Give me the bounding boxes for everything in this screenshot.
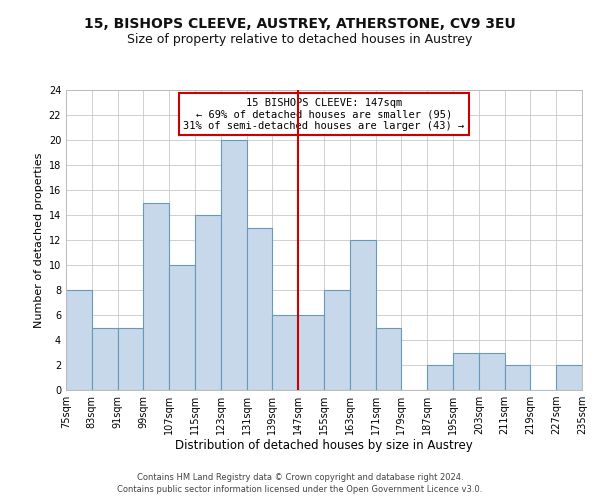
Bar — [221, 140, 247, 390]
Bar — [350, 240, 376, 390]
Bar — [453, 352, 479, 390]
Bar — [272, 315, 298, 390]
Bar — [427, 365, 453, 390]
Bar — [247, 228, 272, 390]
Bar — [66, 290, 92, 390]
Bar — [479, 352, 505, 390]
Bar — [92, 328, 118, 390]
Text: Contains HM Land Registry data © Crown copyright and database right 2024.: Contains HM Land Registry data © Crown c… — [137, 473, 463, 482]
Bar — [195, 215, 221, 390]
Bar — [169, 265, 195, 390]
Text: Contains public sector information licensed under the Open Government Licence v3: Contains public sector information licen… — [118, 486, 482, 494]
Bar — [324, 290, 350, 390]
Text: 15, BISHOPS CLEEVE, AUSTREY, ATHERSTONE, CV9 3EU: 15, BISHOPS CLEEVE, AUSTREY, ATHERSTONE,… — [84, 18, 516, 32]
Bar — [298, 315, 324, 390]
Bar — [143, 202, 169, 390]
Bar — [118, 328, 143, 390]
Text: 15 BISHOPS CLEEVE: 147sqm
← 69% of detached houses are smaller (95)
31% of semi-: 15 BISHOPS CLEEVE: 147sqm ← 69% of detac… — [184, 98, 464, 130]
Bar — [556, 365, 582, 390]
Y-axis label: Number of detached properties: Number of detached properties — [34, 152, 44, 328]
Text: Size of property relative to detached houses in Austrey: Size of property relative to detached ho… — [127, 32, 473, 46]
Bar — [505, 365, 530, 390]
Bar — [376, 328, 401, 390]
X-axis label: Distribution of detached houses by size in Austrey: Distribution of detached houses by size … — [175, 438, 473, 452]
